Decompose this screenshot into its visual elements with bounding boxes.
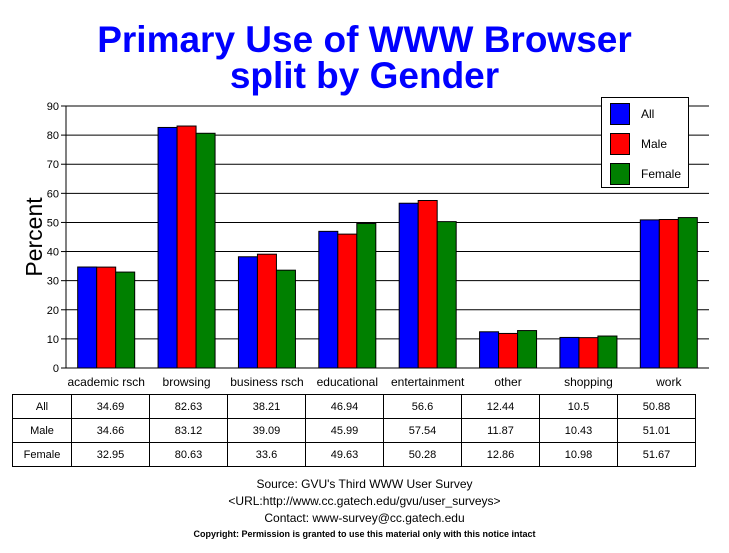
x-tick-label: work bbox=[655, 375, 682, 389]
table-cell: 10.43 bbox=[539, 418, 618, 443]
table-cell: 49.63 bbox=[305, 442, 384, 467]
y-tick-label: 20 bbox=[47, 305, 59, 317]
bar-all bbox=[398, 202, 419, 369]
bar-male bbox=[176, 125, 197, 369]
table-row-label: Female bbox=[12, 442, 72, 467]
table-cell: 46.94 bbox=[305, 394, 384, 419]
bar-female bbox=[597, 335, 618, 369]
table-cell: 10.5 bbox=[539, 394, 618, 419]
legend-swatch bbox=[610, 163, 630, 185]
x-tick-label: browsing bbox=[163, 375, 211, 389]
x-tick-label: educational bbox=[317, 375, 378, 389]
table-row-label: Male bbox=[12, 418, 72, 443]
bar-male bbox=[337, 233, 358, 369]
table-cell: 82.63 bbox=[149, 394, 228, 419]
table-cell: 57.54 bbox=[383, 418, 462, 443]
bar-all bbox=[318, 230, 339, 369]
bar-all bbox=[77, 266, 98, 369]
table-cell: 51.01 bbox=[617, 418, 696, 443]
footer-source: Source: GVU's Third WWW User Survey bbox=[256, 477, 473, 491]
chart-title-line-2: split by Gender bbox=[229, 55, 500, 96]
table-cell: 56.6 bbox=[383, 394, 462, 419]
bar-male bbox=[96, 266, 117, 369]
chart-legend: All Male Female bbox=[601, 97, 689, 188]
table-cell: 32.95 bbox=[71, 442, 150, 467]
legend-swatch bbox=[610, 133, 630, 155]
table-row: All 34.69 82.63 38.21 46.94 56.6 12.44 10.5 50.8… bbox=[12, 394, 696, 419]
y-axis-label: Percent bbox=[21, 197, 47, 277]
table-cell: 50.88 bbox=[617, 394, 696, 419]
table-cell: 12.44 bbox=[461, 394, 540, 419]
bar-all bbox=[479, 331, 500, 369]
x-tick-label: academic rsch bbox=[68, 375, 145, 389]
x-tick-label: shopping bbox=[564, 375, 613, 389]
x-tick-label: entertainment bbox=[391, 375, 465, 389]
bar-male bbox=[417, 199, 438, 369]
table-cell: 51.67 bbox=[617, 442, 696, 467]
y-tick-label: 80 bbox=[47, 130, 59, 142]
y-tick-label: 30 bbox=[47, 276, 59, 288]
legend-label: Female bbox=[641, 167, 682, 181]
chart-title-line-1: Primary Use of WWW Browser bbox=[97, 19, 632, 60]
footer-url: <URL:http://www.cc.gatech.edu/gvu/user_s… bbox=[228, 494, 501, 508]
table-row: Male 34.66 83.12 39.09 45.99 57.54 11.87 10.43 5… bbox=[12, 418, 696, 443]
bar-female bbox=[356, 223, 377, 369]
y-tick-label: 0 bbox=[53, 363, 59, 375]
bar-male bbox=[658, 219, 679, 369]
footer-copyright: Copyright: Permission is granted to use … bbox=[193, 529, 536, 539]
y-tick-label: 70 bbox=[47, 159, 59, 171]
table-cell: 45.99 bbox=[305, 418, 384, 443]
table-cell: 34.66 bbox=[71, 418, 150, 443]
table-row-label: All bbox=[12, 394, 72, 419]
y-tick-label: 40 bbox=[47, 247, 59, 259]
y-tick-label: 10 bbox=[47, 334, 59, 346]
y-tick-label: 50 bbox=[47, 217, 59, 229]
bar-chart: 0 10 20 30 40 50 60 70 80 90 Percent academic rsch b… bbox=[21, 101, 709, 389]
bar-female bbox=[275, 269, 296, 369]
table-cell: 33.6 bbox=[227, 442, 306, 467]
data-table: All 34.69 82.63 38.21 46.94 56.6 12.44 10.5 50.8… bbox=[12, 394, 696, 467]
footer-contact: Contact: www-survey@cc.gatech.edu bbox=[264, 511, 465, 525]
y-tick-label: 60 bbox=[47, 188, 59, 200]
footer: Source: GVU's Third WWW User Survey <URL… bbox=[0, 476, 729, 541]
bar-female bbox=[436, 221, 457, 369]
table-cell: 80.63 bbox=[149, 442, 228, 467]
table-cell: 10.98 bbox=[539, 442, 618, 467]
legend-label: Male bbox=[641, 137, 668, 151]
table-cell: 50.28 bbox=[383, 442, 462, 467]
bar-all bbox=[639, 219, 660, 369]
bar-female bbox=[195, 132, 216, 369]
x-tick-label: other bbox=[494, 375, 521, 389]
bar-all bbox=[237, 256, 258, 369]
table-cell: 83.12 bbox=[149, 418, 228, 443]
chart-title: Primary Use of WWW Browser split by Gend… bbox=[0, 19, 729, 96]
bar-all bbox=[157, 126, 178, 369]
table-cell: 39.09 bbox=[227, 418, 306, 443]
table-row: Female 32.95 80.63 33.6 49.63 50.28 12.86 10.98… bbox=[12, 442, 696, 467]
table-cell: 38.21 bbox=[227, 394, 306, 419]
legend-swatch bbox=[610, 103, 630, 125]
bar-female bbox=[517, 330, 538, 369]
bar-all bbox=[559, 336, 580, 369]
bar-male bbox=[256, 253, 277, 369]
bar-female bbox=[677, 217, 698, 369]
legend-label: All bbox=[641, 107, 655, 121]
y-tick-label: 90 bbox=[47, 101, 59, 113]
table-cell: 34.69 bbox=[71, 394, 150, 419]
x-tick-label: business rsch bbox=[230, 375, 303, 389]
table-cell: 11.87 bbox=[461, 418, 540, 443]
bar-male bbox=[578, 337, 599, 369]
table-cell: 12.86 bbox=[461, 442, 540, 467]
bar-male bbox=[498, 332, 519, 369]
bar-female bbox=[115, 271, 136, 369]
